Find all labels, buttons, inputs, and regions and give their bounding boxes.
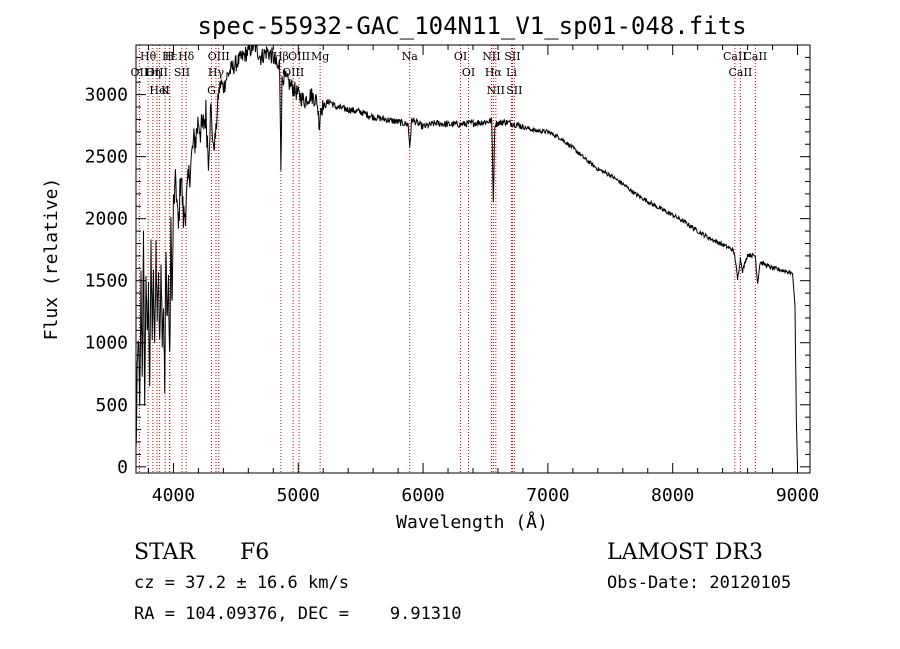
line-label: CaII [723,50,747,63]
y-tick-label: 3000 [85,85,128,106]
x-tick-label: 8000 [651,485,694,506]
line-label: Li [506,66,517,79]
ra-dec: RA = 104.09376, DEC = 9.91310 [134,604,462,624]
line-label: SII [506,84,522,97]
y-tick-label: 2500 [85,147,128,168]
line-label: Hδ [178,50,195,63]
y-axis-label: Flux (relative) [41,178,62,341]
y-axis: 0 500 1000 1500 2000 2500 3000 [85,56,810,478]
x-tick-label: 5000 [277,485,320,506]
line-label: OIII [208,50,230,63]
x-axis-label: Wavelength (Å) [396,511,548,533]
line-label: NII [482,50,500,63]
x-tick-label: 7000 [526,485,569,506]
survey-name: LAMOST DR3 [607,540,763,565]
line-label: Mg [311,50,329,63]
y-tick-label: 2000 [85,209,128,230]
x-axis: 4000 5000 6000 7000 8000 9000 [147,45,819,506]
x-tick-label: 6000 [401,485,444,506]
observation-date: Obs-Date: 20120105 [607,573,792,593]
line-label: OII [131,66,149,79]
line-label: CaII [743,50,767,63]
line-label: G [207,84,216,97]
line-label: Hη [145,66,161,79]
redshift-cz: cz = 37.2 ± 16.6 km/s [134,573,349,593]
line-label: OI [462,66,475,79]
line-label: NII [487,84,505,97]
line-label: Hθ [140,50,157,63]
object-subclass: F6 [240,540,270,565]
line-label: CaII [729,66,753,79]
x-tick-label: 4000 [152,485,195,506]
y-tick-label: 1500 [85,271,128,292]
line-label: K [161,84,170,97]
spectrum-line [135,44,798,467]
line-label: HeI [149,84,169,97]
line-label: OIII [146,66,168,79]
line-label: Na [402,50,419,63]
emission-line-markers [138,45,756,473]
chart-title: spec-55932-GAC_104N11_V1_sp01-048.fits [197,12,746,40]
line-label: SII [504,50,520,63]
line-label: Hγ [208,66,225,79]
y-tick-label: 500 [95,395,128,416]
object-type: STAR [134,540,195,565]
y-tick-label: 0 [117,457,128,478]
x-tick-label: 9000 [776,485,819,506]
line-label: OIII [288,50,310,63]
line-label: Hα [485,66,503,79]
line-label: SII [174,66,190,79]
plot-frame [135,44,811,474]
line-label: H [165,50,175,63]
y-tick-label: 1000 [85,333,128,354]
line-label: OI [454,50,467,63]
